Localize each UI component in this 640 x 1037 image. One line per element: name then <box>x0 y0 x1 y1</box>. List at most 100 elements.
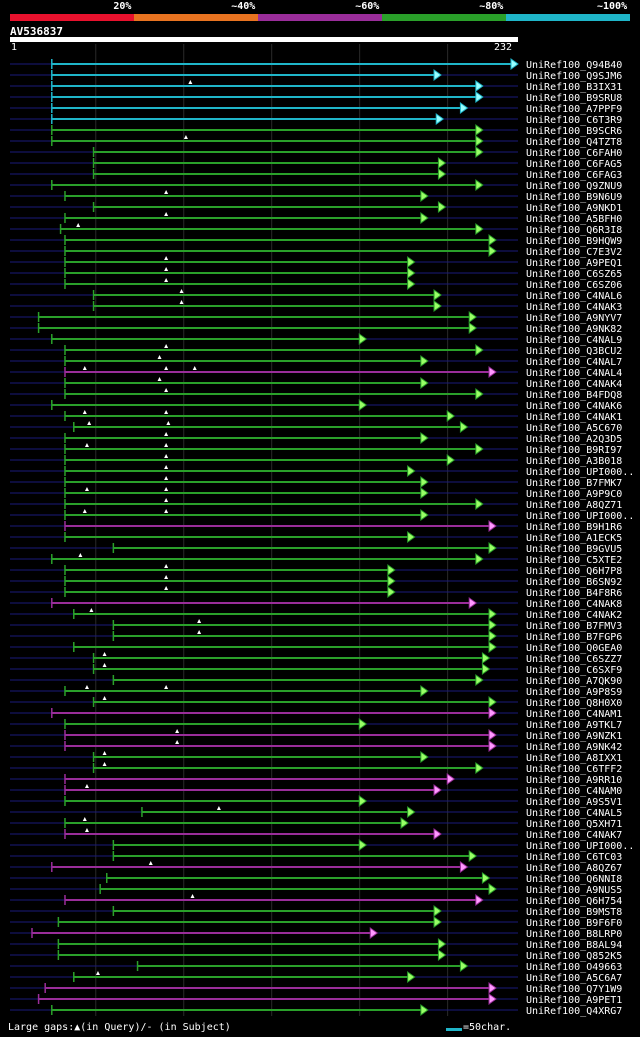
hit-label: UniRef100_B9SRU8 <box>526 93 622 104</box>
hit-end-arrow <box>407 971 416 983</box>
hit-label: UniRef100_A5BFH0 <box>526 214 622 225</box>
hit-label: UniRef100_B9SCR6 <box>526 126 622 137</box>
hit-end-arrow <box>488 740 497 752</box>
hit-end-arrow <box>420 355 429 367</box>
query-gap-marker <box>164 443 169 447</box>
query-gap-marker <box>164 388 169 392</box>
hit-end-arrow <box>510 58 519 70</box>
hit-end-arrow <box>446 410 456 422</box>
hit-label: UniRef100_C4NAK1 <box>526 412 622 423</box>
hit-end-arrow <box>488 641 497 653</box>
hit-label: UniRef100_UPI000.. <box>526 467 634 478</box>
query-gap-marker <box>164 586 169 590</box>
query-gap-marker <box>78 553 83 557</box>
query-gap-marker <box>102 762 107 766</box>
identity-color-legend: 20% ~40% ~60% ~80% ~100% <box>10 1 630 21</box>
hit-end-arrow <box>369 927 379 939</box>
scale-bar <box>446 1028 462 1031</box>
hit-end-arrow <box>488 982 497 994</box>
hit-end-arrow <box>358 839 368 851</box>
query-gap-marker <box>84 487 89 491</box>
hit-label: UniRef100_C4NAL5 <box>526 808 622 819</box>
legend-label: ~40% <box>231 1 256 12</box>
hit-label: UniRef100_Q5XH71 <box>526 819 622 830</box>
hit-end-arrow <box>475 674 484 686</box>
hit-label: UniRef100_C7E3V2 <box>526 247 622 258</box>
hit-label: UniRef100_C6SXF9 <box>526 665 622 676</box>
hit-end-arrow <box>433 300 442 312</box>
hit-end-arrow <box>433 784 442 796</box>
hit-label: UniRef100_A8IXX1 <box>526 753 622 764</box>
query-gap-marker <box>164 432 169 436</box>
hit-label: UniRef100_C4NAL6 <box>526 291 622 302</box>
hit-end-arrow <box>420 1004 429 1016</box>
hit-label: UniRef100_Q9ZNU9 <box>526 181 622 192</box>
hit-label: UniRef100_A9PET1 <box>526 995 622 1006</box>
hit-end-arrow <box>407 278 416 290</box>
hit-end-arrow <box>488 729 497 741</box>
hit-label: UniRef100_C4NAK8 <box>526 599 622 610</box>
hit-label: UniRef100_A2Q3D5 <box>526 434 622 445</box>
hit-end-arrow <box>433 916 442 928</box>
query-gap-marker <box>164 454 169 458</box>
hit-end-arrow <box>475 146 484 158</box>
hit-label: UniRef100_Q9SJM6 <box>526 71 622 82</box>
hit-label: UniRef100_C4NAM1 <box>526 709 622 720</box>
query-gap-marker <box>82 410 87 414</box>
hit-end-arrow <box>387 575 396 587</box>
hit-label: UniRef100_A8QZ67 <box>526 863 622 874</box>
hit-end-arrow <box>459 102 469 114</box>
hit-label: UniRef100_A9PEQ1 <box>526 258 622 269</box>
query-gap-marker <box>164 190 169 194</box>
hit-label: UniRef100_B8LRP0 <box>526 929 622 940</box>
hit-label: UniRef100_B6SN92 <box>526 577 622 588</box>
query-gap-marker <box>197 630 202 634</box>
hit-label: UniRef100_C4NAM0 <box>526 786 622 797</box>
hit-end-arrow <box>481 652 491 664</box>
query-gap-marker <box>82 509 87 513</box>
hit-label: UniRef100_C6SZ06 <box>526 280 622 291</box>
query-gap-marker <box>82 366 87 370</box>
hit-end-arrow <box>468 311 478 323</box>
gaps-query-label: (in Query)/ <box>80 1022 147 1033</box>
query-gap-marker <box>164 410 169 414</box>
hit-label: UniRef100_Q6R3I8 <box>526 225 622 236</box>
hit-end-arrow <box>475 553 484 565</box>
hit-label: UniRef100_A5C6A7 <box>526 973 622 984</box>
hit-label: UniRef100_A9RR10 <box>526 775 622 786</box>
hit-label: UniRef100_A9NK82 <box>526 324 622 335</box>
query-gap-marker <box>102 696 107 700</box>
query-gap-marker <box>84 443 89 447</box>
hit-end-arrow <box>488 245 497 257</box>
hit-end-arrow <box>475 135 484 147</box>
query-gap-marker <box>164 498 169 502</box>
legend-label: 20% <box>113 1 132 12</box>
legend-label: ~100% <box>597 1 628 12</box>
query-id: AV536837 <box>10 25 63 38</box>
hit-label: UniRef100_C6TFF2 <box>526 764 622 775</box>
hit-label: UniRef100_A9S5V1 <box>526 797 622 808</box>
query-gap-marker <box>148 861 153 865</box>
hit-end-arrow <box>407 256 416 268</box>
hit-end-arrow <box>407 806 416 818</box>
hit-end-arrow <box>481 872 491 884</box>
hit-label: UniRef100_Q0GEA0 <box>526 643 622 654</box>
gaps-legend: Large gaps:▲(in Query)/- (in Subject) <box>8 1022 231 1033</box>
hit-label: UniRef100_C4NAL4 <box>526 368 622 379</box>
hit-label: UniRef100_C4NAK4 <box>526 379 622 390</box>
query-gap-marker <box>183 135 188 139</box>
hit-label: UniRef100_Q8H0X0 <box>526 698 622 709</box>
query-gap-marker <box>179 289 184 293</box>
hit-label: UniRef100_B8AL94 <box>526 940 622 951</box>
hit-label: UniRef100_C4NAK2 <box>526 610 622 621</box>
hit-end-arrow <box>400 817 409 829</box>
query-gap-marker <box>164 267 169 271</box>
query-gap-marker <box>84 784 89 788</box>
hit-end-arrow <box>420 751 429 763</box>
hit-end-arrow <box>475 223 484 235</box>
query-gap-marker <box>216 806 221 810</box>
query-gap-marker <box>82 817 87 821</box>
hit-end-arrow <box>488 707 497 719</box>
hit-end-arrow <box>420 476 429 488</box>
hit-end-arrow <box>437 201 447 213</box>
